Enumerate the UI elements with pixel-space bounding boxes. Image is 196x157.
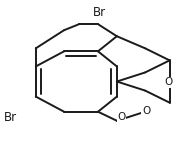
Text: Br: Br bbox=[92, 6, 105, 19]
Text: Br: Br bbox=[4, 111, 17, 124]
Text: O: O bbox=[142, 106, 150, 116]
Text: O: O bbox=[117, 112, 125, 122]
Text: O: O bbox=[165, 77, 173, 87]
